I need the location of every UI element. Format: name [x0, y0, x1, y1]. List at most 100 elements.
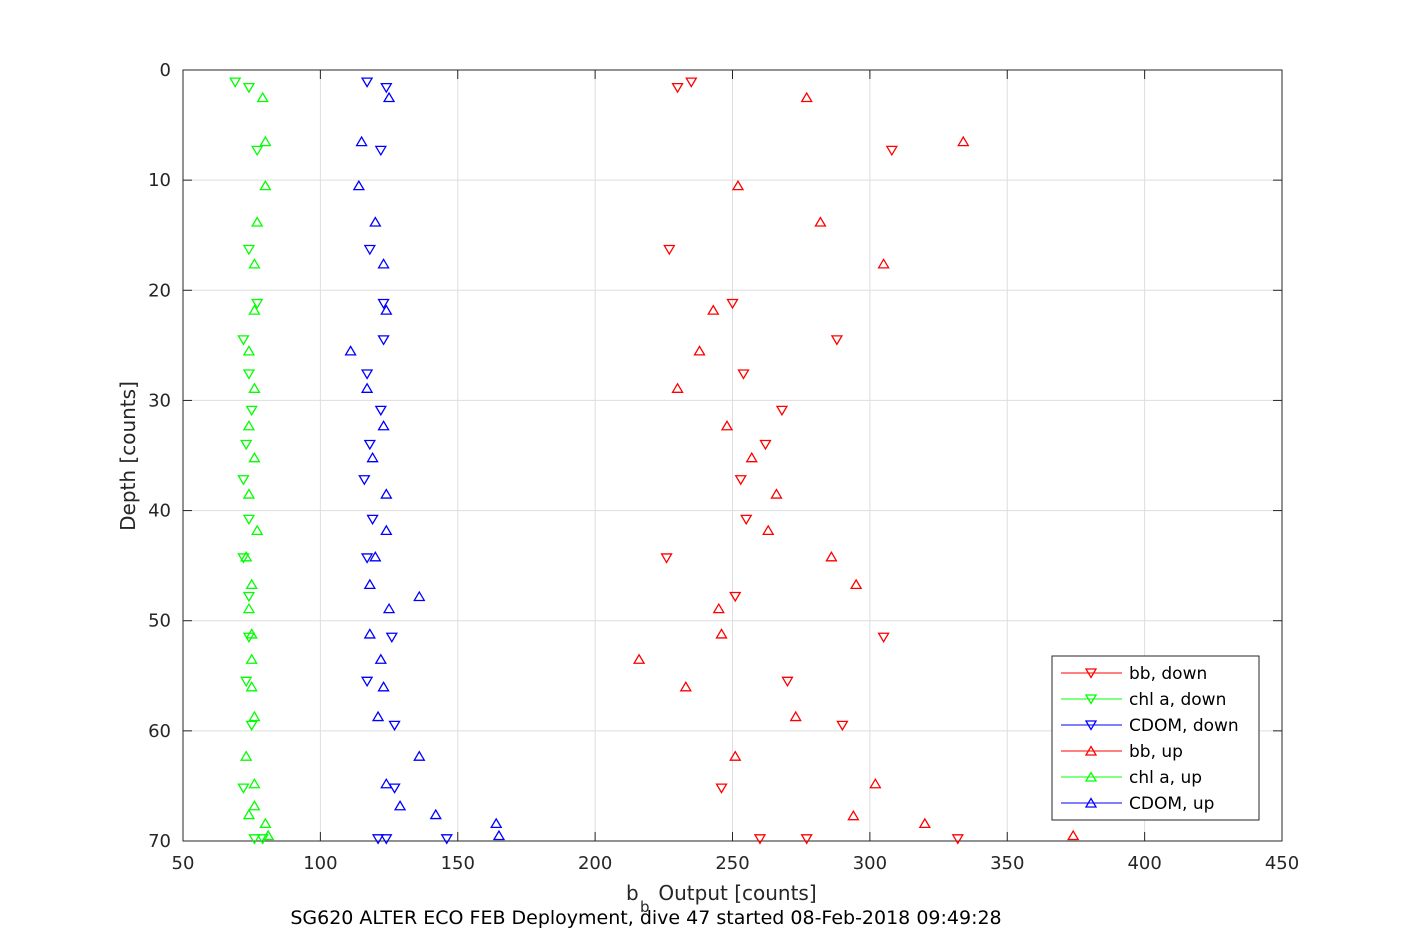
data-point-chl-a-up	[242, 345, 256, 356]
data-point-cdom-up	[382, 602, 396, 614]
x-tick-label: 450	[1265, 853, 1299, 874]
data-point-chl-a-up	[240, 551, 253, 562]
figure-caption: SG620 ALTER ECO FEB Deployment, dive 47 …	[290, 907, 1001, 929]
data-point-bb-up	[729, 750, 742, 761]
data-point-chl-a-up	[259, 135, 272, 147]
data-point-bb-up	[877, 258, 890, 269]
data-point-bb-up	[814, 216, 827, 227]
data-point-cdom-down	[358, 475, 371, 486]
data-point-bb-down	[737, 369, 750, 380]
x-tick-label: 300	[853, 853, 887, 874]
legend-bb-up-marker	[1084, 745, 1098, 756]
data-point-bb-up	[707, 304, 720, 315]
data-point-chl-a-down	[245, 405, 258, 417]
data-point-bb-down	[734, 475, 747, 486]
data-point-bb-up	[770, 488, 783, 499]
x-axis-label-subscript: b	[640, 898, 650, 916]
data-point-bb-up	[869, 777, 882, 789]
x-tick-label: 250	[715, 853, 749, 874]
data-point-cdom-up	[366, 451, 379, 463]
data-point-cdom-up	[413, 750, 426, 761]
data-point-chl-a-down	[237, 783, 250, 794]
y-tick-label: 10	[148, 170, 171, 191]
data-point-cdom-down	[388, 783, 401, 794]
data-point-cdom-up	[377, 681, 390, 692]
data-point-chl-a-up	[242, 808, 256, 820]
data-point-chl-a-down	[240, 439, 253, 451]
data-point-cdom-up	[363, 578, 376, 590]
data-point-cdom-up	[393, 799, 407, 811]
data-point-cdom-up	[344, 345, 357, 356]
legend: bb, down chl a, down CDOM, down bb, up chl a…	[1051, 655, 1260, 821]
data-point-cdom-down	[360, 676, 374, 688]
data-point-cdom-down	[366, 514, 379, 526]
data-point-bb-up	[918, 817, 931, 829]
data-point-cdom-up	[380, 524, 393, 536]
y-tick-label: 40	[148, 501, 171, 522]
data-point-chl-a-up	[248, 710, 261, 722]
data-point-cdom-up	[352, 179, 365, 191]
x-tick-label: 350	[990, 853, 1024, 874]
data-point-cdom-up	[377, 258, 390, 269]
y-tick-label: 50	[148, 611, 171, 632]
data-point-bb-up	[632, 653, 646, 664]
data-point-cdom-down	[388, 720, 401, 732]
data-point-cdom-up	[377, 419, 390, 431]
data-point-cdom-up	[380, 488, 393, 499]
data-point-chl-a-up	[245, 681, 258, 692]
data-point-cdom-down	[380, 834, 393, 845]
data-point-cdom-up	[492, 829, 506, 841]
x-tick-label: 400	[1127, 853, 1161, 874]
data-point-chl-a-up	[256, 91, 269, 103]
data-point-chl-a-up	[242, 419, 256, 431]
data-point-chl-a-down	[240, 676, 253, 688]
data-point-cdom-up	[374, 653, 387, 664]
data-point-chl-a-down	[242, 244, 256, 256]
data-point-cdom-down	[363, 244, 376, 256]
data-point-chl-a-up	[248, 799, 261, 811]
data-point-chl-a-up	[262, 829, 275, 841]
x-tick-label: 200	[578, 853, 612, 874]
data-point-bb-down	[660, 553, 673, 564]
data-point-bb-up	[762, 524, 775, 536]
data-point-bb-down	[740, 514, 753, 526]
data-point-bb-down	[671, 82, 684, 94]
y-tick-label: 30	[148, 390, 171, 411]
data-point-bb-up	[1067, 829, 1080, 841]
x-axis-label-b: b	[626, 881, 639, 905]
legend-box	[1051, 655, 1260, 821]
y-tick-label: 60	[148, 721, 171, 742]
data-point-bb-down	[951, 834, 964, 845]
data-point-bb-up	[693, 345, 706, 356]
data-point-chl-a-up	[240, 750, 253, 761]
data-point-cdom-up	[429, 808, 442, 820]
data-point-bb-down	[877, 632, 890, 644]
data-point-cdom-up	[369, 216, 382, 227]
legend-chl-a-up-marker	[1084, 771, 1098, 782]
y-tick-label: 0	[160, 60, 171, 81]
data-point-bb-up	[715, 628, 728, 639]
data-point-cdom-down	[363, 439, 376, 451]
data-point-bb-down	[663, 244, 676, 256]
y-axis-label: Depth [counts]	[116, 381, 140, 531]
data-point-chl-a-down	[237, 335, 250, 346]
data-points	[229, 77, 1080, 845]
data-point-bb-down	[830, 335, 844, 346]
data-point-chl-a-up	[248, 258, 261, 269]
data-point-chl-a-down	[251, 145, 264, 157]
data-point-bb-down	[726, 298, 739, 310]
legend-bb-up-label: bb, up	[1129, 742, 1183, 762]
data-point-cdom-up	[371, 710, 385, 722]
data-point-cdom-down	[360, 553, 374, 564]
x-tick-label: 100	[303, 853, 337, 874]
legend-chl-a-down-label: chl a, down	[1129, 690, 1226, 710]
data-point-bb-up	[745, 451, 758, 463]
data-point-chl-a-down	[242, 591, 256, 603]
data-point-bb-up	[825, 551, 838, 562]
data-point-chl-a-down	[251, 298, 264, 310]
data-point-cdom-up	[380, 777, 393, 789]
data-point-cdom-down	[374, 145, 387, 157]
data-point-chl-a-down	[237, 553, 250, 564]
data-point-cdom-down	[377, 335, 390, 346]
